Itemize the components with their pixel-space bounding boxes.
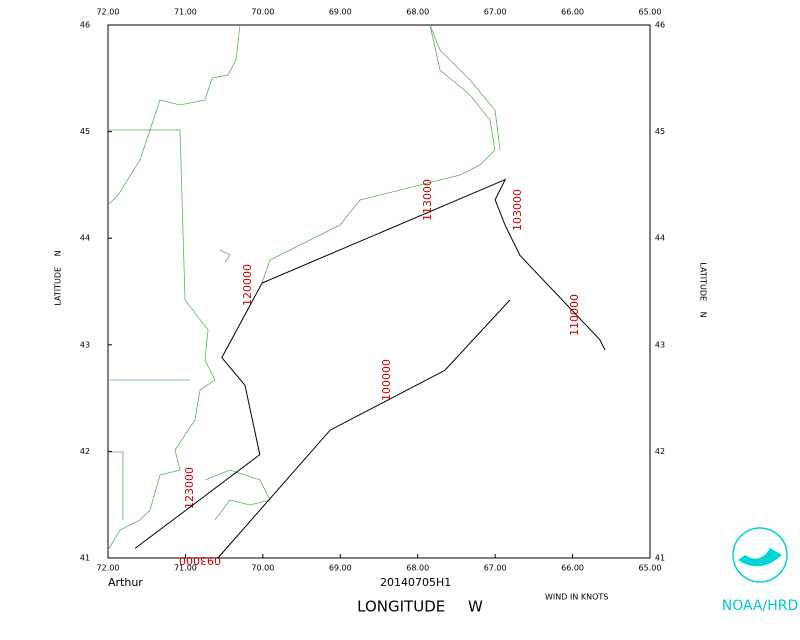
x-tick-label: 68.00	[406, 564, 429, 573]
time-label: 120000	[241, 264, 254, 306]
x-tick-label: 67.00	[484, 564, 507, 573]
noaa-logo	[732, 527, 788, 583]
plot-frame	[107, 24, 651, 559]
time-label: 100000	[380, 359, 393, 401]
time-label: 093000	[179, 554, 221, 567]
coastline	[107, 24, 501, 551]
x-tick-label-top: 65.00	[639, 8, 662, 17]
flight-track	[134, 178, 606, 559]
x-tick-label-top: 69.00	[329, 8, 352, 17]
time-label: 123000	[183, 467, 196, 509]
y-tick-label-right: 41	[655, 554, 665, 563]
x-tick-label-top: 71.00	[174, 8, 197, 17]
y-tick-label: 41	[80, 554, 90, 563]
y-tick-label-right: 43	[655, 340, 665, 349]
wind-units: WIND IN KNOTS	[545, 593, 608, 602]
x-tick-label: 72.00	[97, 564, 120, 573]
time-label: 113000	[421, 179, 434, 221]
y-tick-label-right: 42	[655, 447, 665, 456]
time-label: 110000	[568, 294, 581, 336]
y-tick-label: 42	[80, 447, 90, 456]
x-tick-label-top: 70.00	[251, 8, 274, 17]
y-tick-label: 45	[80, 127, 90, 136]
x-tick-label: 65.00	[639, 564, 662, 573]
x-tick-label: 66.00	[561, 564, 584, 573]
y-tick-label: 44	[80, 234, 90, 243]
x-tick-label: 69.00	[329, 564, 352, 573]
x-tick-label-top: 66.00	[561, 8, 584, 17]
flight-id: 20140705H1	[380, 576, 451, 589]
x-tick-label: 71.00	[174, 564, 197, 573]
y-tick-label-right: 44	[655, 234, 665, 243]
x-tick-label: 70.00	[251, 564, 274, 573]
x-tick-label-top: 72.00	[97, 8, 120, 17]
y-tick-label-right: 45	[655, 127, 665, 136]
y-tick-label: 46	[80, 21, 90, 30]
y-axis-title-right: LATITUDE N	[699, 262, 708, 317]
x-axis-title: LONGITUDE W	[357, 598, 483, 616]
x-tick-label-top: 67.00	[484, 8, 507, 17]
x-tick-label-top: 68.00	[406, 8, 429, 17]
logo-label: NOAA/HRD	[722, 598, 799, 614]
y-tick-label: 43	[80, 340, 90, 349]
y-axis-title: LATITUDE N	[54, 250, 63, 305]
storm-name: Arthur	[108, 576, 143, 589]
y-tick-label-right: 46	[655, 21, 665, 30]
time-label: 103000	[511, 189, 524, 231]
